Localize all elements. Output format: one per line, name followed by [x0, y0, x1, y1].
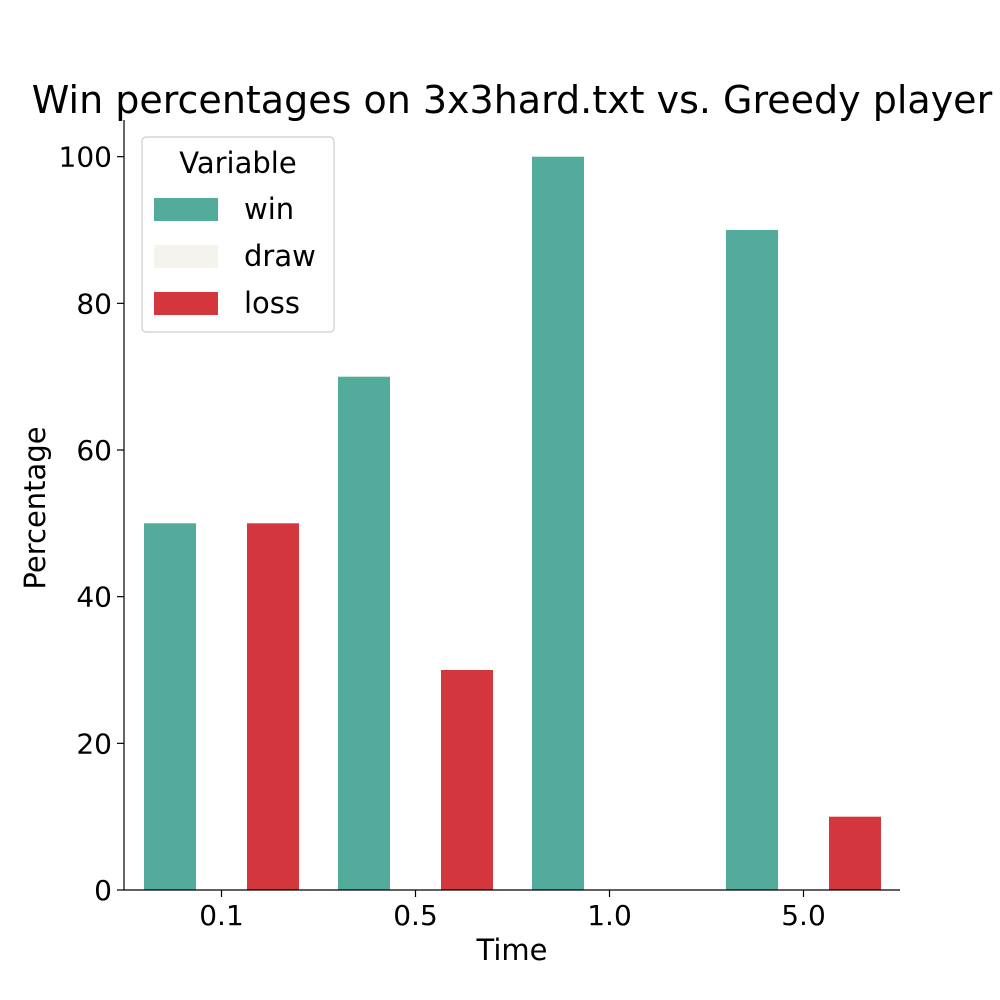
- bar-loss-5.0: [829, 816, 881, 890]
- legend-frame: [141, 136, 335, 333]
- y-tick-label: 100: [59, 141, 112, 174]
- bar-win-5.0: [726, 230, 778, 890]
- bar-win-1.0: [532, 156, 584, 890]
- y-tick-label: 20: [76, 727, 112, 760]
- y-tick-label: 80: [76, 287, 112, 320]
- y-axis-label: Percentage: [18, 426, 52, 589]
- legend-label-loss: loss: [244, 286, 300, 320]
- bar-win-0.5: [338, 376, 390, 890]
- legend-swatch-draw: [154, 245, 218, 268]
- legend-label-draw: draw: [244, 239, 316, 273]
- y-tick-label: 40: [76, 581, 112, 614]
- x-tick-label: 0.5: [393, 899, 438, 932]
- legend-swatch-loss: [154, 292, 218, 315]
- bar-win-0.1: [144, 523, 196, 890]
- x-axis-ticks: 0.1 0.5 1.0 5.0: [199, 890, 826, 932]
- legend-title: Variable: [179, 146, 296, 180]
- legend: Variable win draw loss: [141, 136, 335, 333]
- y-tick-label: 60: [76, 434, 112, 467]
- bar-loss-0.1: [247, 523, 299, 890]
- y-tick-label: 0: [94, 874, 112, 907]
- legend-label-win: win: [244, 192, 294, 226]
- x-tick-label: 0.1: [199, 899, 244, 932]
- bars-group: [144, 156, 881, 890]
- x-tick-label: 1.0: [587, 899, 632, 932]
- legend-swatch-win: [154, 198, 218, 221]
- chart-title: Win percentages on 3x3hard.txt vs. Greed…: [32, 78, 993, 122]
- y-axis-ticks: 0 20 40 60 80 100: [59, 141, 124, 907]
- x-tick-label: 5.0: [781, 899, 826, 932]
- x-axis-label: Time: [476, 933, 548, 967]
- legend-items: win draw loss: [154, 192, 316, 320]
- bar-loss-0.5: [441, 670, 493, 890]
